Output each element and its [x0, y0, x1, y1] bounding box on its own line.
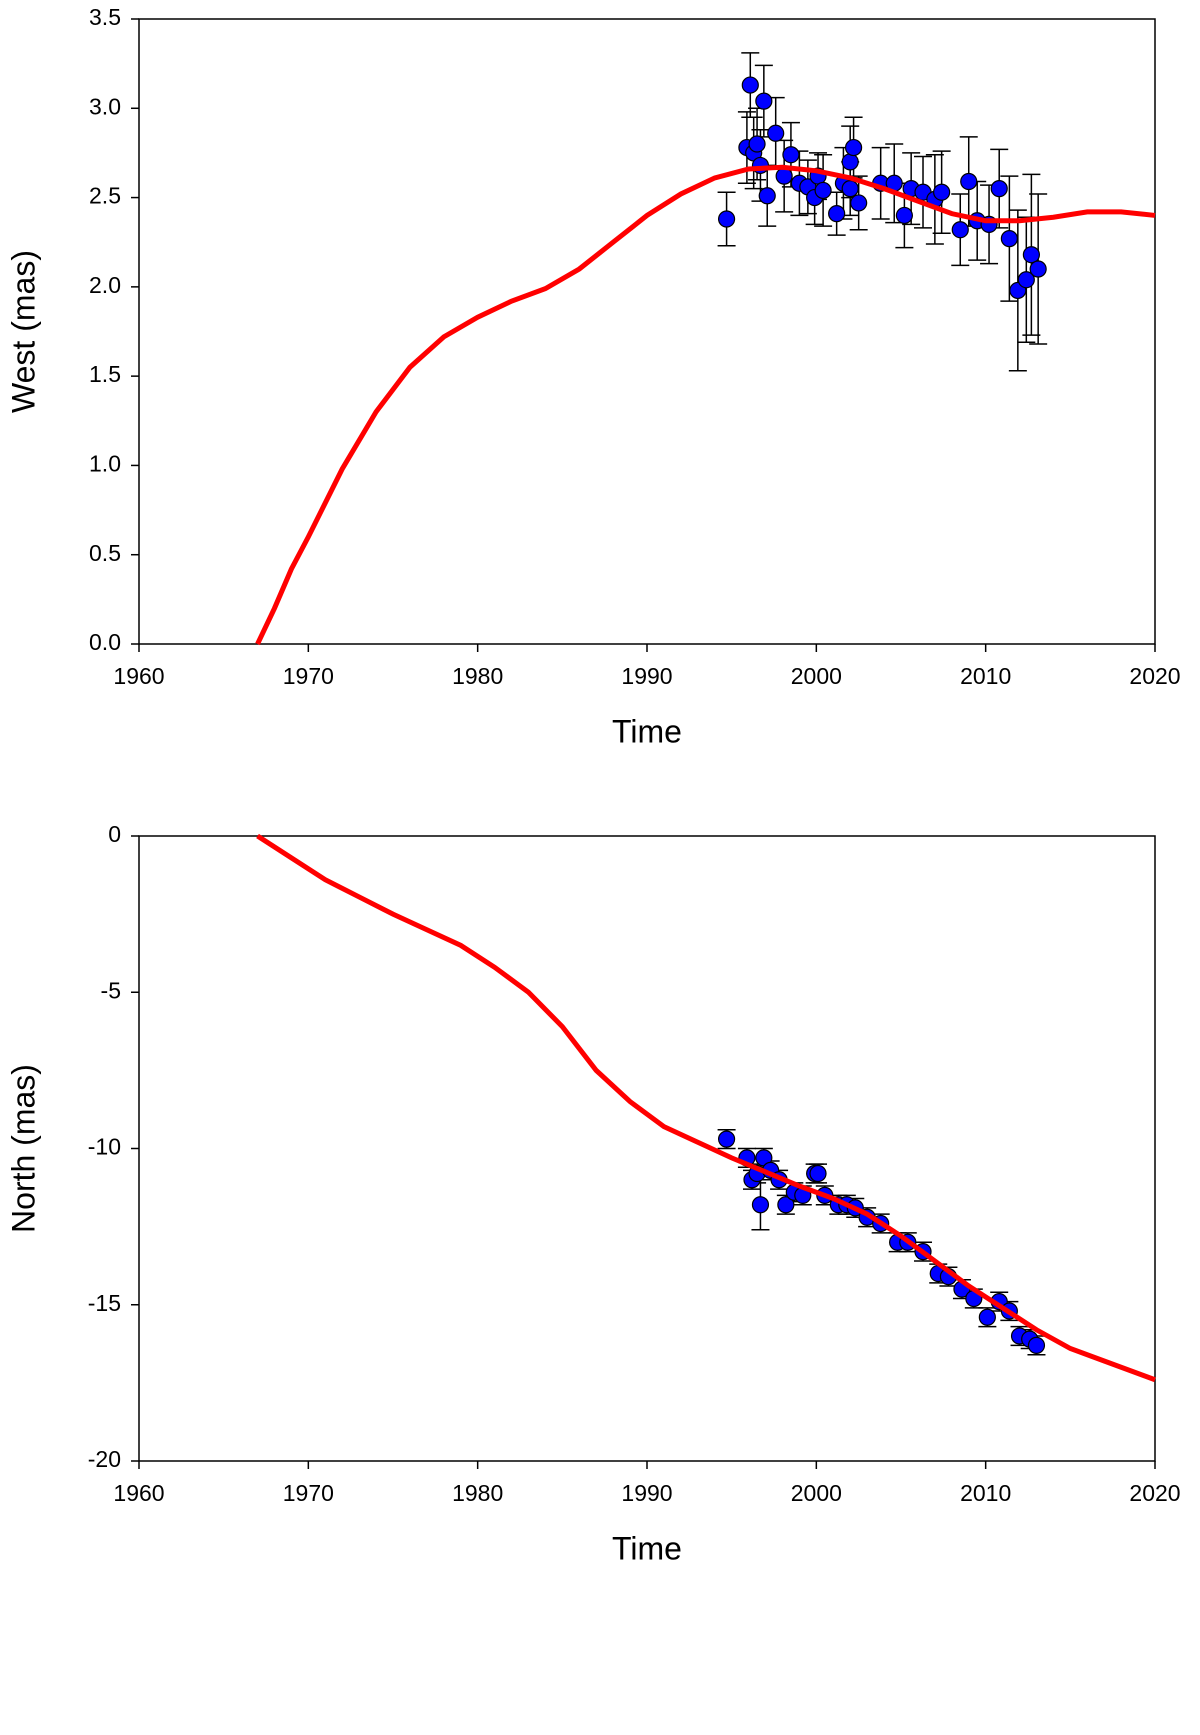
y-axis-label: North (mas)	[5, 1064, 41, 1233]
data-point	[775, 167, 793, 185]
y-tick-label: 1.5	[89, 361, 121, 387]
x-axis-label: Time	[612, 1530, 682, 1566]
data-point	[1022, 246, 1040, 264]
plot-frame	[138, 835, 1156, 1462]
data-point	[1000, 230, 1018, 248]
data-point	[1027, 1336, 1046, 1354]
x-axis-label: Time	[612, 713, 682, 749]
y-tick-label: 0.0	[89, 629, 121, 655]
x-tick-label: 1970	[283, 1480, 334, 1506]
y-tick-label: 1.0	[89, 451, 121, 477]
data-point	[809, 1164, 827, 1183]
plot-frame	[138, 18, 1156, 645]
x-tick-label: 2020	[1129, 663, 1180, 689]
data-point	[841, 153, 859, 171]
data-point	[1029, 260, 1047, 278]
data-point	[717, 1130, 736, 1148]
x-tick-label: 1990	[621, 1480, 672, 1506]
y-tick-label: 3.0	[89, 93, 121, 119]
x-tick-label: 1970	[283, 663, 334, 689]
x-tick-label: 1960	[113, 1480, 164, 1506]
data-point	[978, 1308, 996, 1326]
x-tick-label: 2010	[960, 663, 1011, 689]
y-tick-label: -10	[88, 1134, 121, 1160]
data-point	[767, 124, 785, 142]
y-tick-label: -5	[101, 977, 121, 1003]
x-tick-label: 2010	[960, 1480, 1011, 1506]
y-tick-label: 2.5	[89, 183, 121, 209]
data-point	[782, 146, 800, 164]
x-tick-label: 1960	[113, 663, 164, 689]
data-point	[755, 92, 773, 110]
data-point	[1017, 271, 1035, 289]
data-point	[895, 206, 913, 225]
data-point	[758, 187, 776, 205]
data-point	[777, 1196, 795, 1214]
data-point	[741, 76, 759, 94]
data-point	[751, 1196, 770, 1214]
y-tick-label: 0	[108, 821, 121, 847]
fit-curve	[256, 833, 1156, 1383]
x-tick-label: 2000	[791, 663, 842, 689]
data-point	[990, 180, 1008, 198]
data-point	[850, 194, 868, 212]
y-axis-label: West (mas)	[5, 250, 41, 413]
data-point	[951, 221, 969, 239]
x-tick-label: 1980	[452, 1480, 503, 1506]
y-tick-label: -15	[88, 1290, 121, 1316]
y-tick-label: 0.5	[89, 540, 121, 566]
y-tick-label: 2.0	[89, 272, 121, 298]
data-point	[933, 183, 951, 201]
y-tick-label: -20	[88, 1446, 121, 1472]
x-tick-label: 1990	[621, 663, 672, 689]
data-point	[748, 135, 766, 153]
data-point	[828, 205, 846, 223]
x-tick-label: 2020	[1129, 1480, 1180, 1506]
data-point	[960, 172, 978, 191]
x-tick-label: 1980	[452, 663, 503, 689]
fit-curve	[255, 164, 1156, 646]
data-point	[717, 210, 736, 228]
data-point	[841, 180, 859, 198]
data-point	[844, 138, 863, 157]
data-point	[814, 181, 832, 200]
x-tick-label: 2000	[791, 1480, 842, 1506]
y-tick-label: 3.5	[89, 4, 121, 30]
